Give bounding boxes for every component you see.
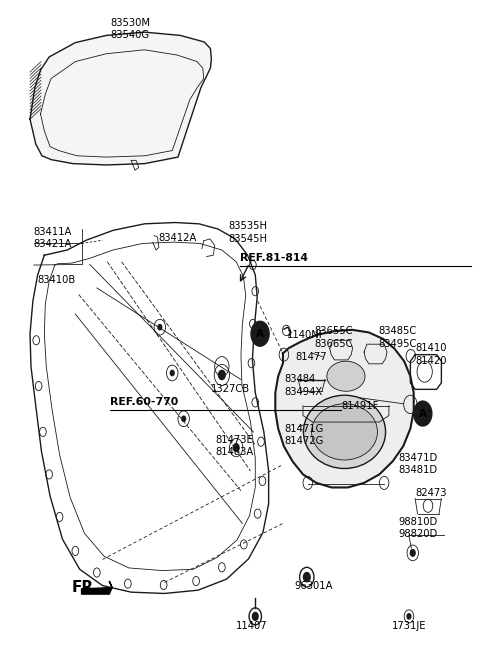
Text: 98810D
98820D: 98810D 98820D — [398, 517, 438, 539]
Text: A: A — [256, 328, 264, 339]
Text: 83530M
83540G: 83530M 83540G — [110, 18, 150, 40]
Circle shape — [251, 321, 269, 346]
Text: 83412A: 83412A — [159, 233, 197, 243]
Text: 11407: 11407 — [236, 621, 268, 631]
Polygon shape — [82, 581, 112, 594]
Circle shape — [158, 325, 162, 330]
Circle shape — [170, 371, 174, 376]
Text: 81477: 81477 — [295, 352, 327, 362]
Circle shape — [233, 443, 239, 451]
Text: 81471G
81472G: 81471G 81472G — [284, 424, 323, 446]
Circle shape — [410, 550, 415, 556]
Text: 83485C
83495C: 83485C 83495C — [378, 327, 417, 349]
Text: 96301A: 96301A — [294, 581, 333, 591]
Text: 81410
81420: 81410 81420 — [416, 344, 447, 366]
Circle shape — [182, 416, 186, 421]
Circle shape — [218, 371, 225, 380]
Text: 1731JE: 1731JE — [392, 621, 426, 631]
Text: REF.60-770: REF.60-770 — [110, 397, 179, 407]
Text: 83410B: 83410B — [37, 275, 75, 285]
Text: 1140NF: 1140NF — [287, 330, 325, 340]
Ellipse shape — [327, 361, 365, 392]
Text: FR.: FR. — [72, 580, 100, 595]
Ellipse shape — [312, 404, 377, 460]
Text: 1327CB: 1327CB — [211, 384, 251, 394]
Text: 81473E
81483A: 81473E 81483A — [215, 435, 253, 457]
Text: 82473: 82473 — [416, 488, 447, 499]
Circle shape — [252, 612, 258, 620]
Text: A: A — [419, 409, 427, 419]
Polygon shape — [276, 330, 414, 487]
Circle shape — [414, 401, 432, 426]
Text: 81491F: 81491F — [341, 401, 379, 411]
Ellipse shape — [303, 396, 385, 468]
Text: REF.81-814: REF.81-814 — [240, 253, 308, 263]
Text: 83655C
83665C: 83655C 83665C — [314, 327, 352, 349]
Text: 83535H
83545H: 83535H 83545H — [228, 221, 267, 244]
Text: 83471D
83481D: 83471D 83481D — [398, 453, 438, 475]
Circle shape — [303, 572, 310, 581]
Circle shape — [407, 614, 411, 619]
Text: 83411A
83421A: 83411A 83421A — [34, 227, 72, 250]
Polygon shape — [30, 32, 211, 165]
Text: 83484
83494X: 83484 83494X — [284, 374, 322, 397]
